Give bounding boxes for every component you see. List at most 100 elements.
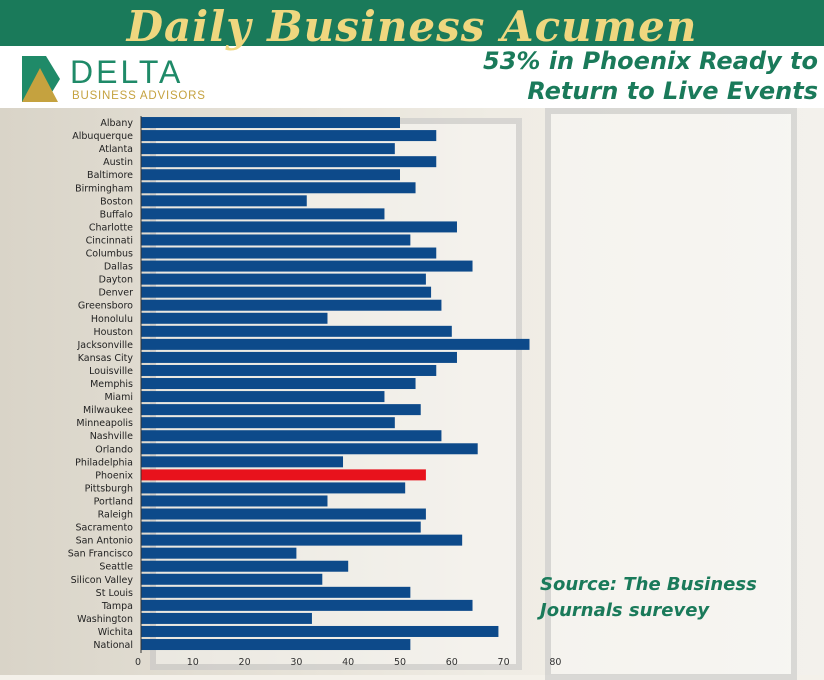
category-label-minneapolis: Minneapolis <box>76 418 133 429</box>
bar-columbus <box>141 247 437 259</box>
bar-charlotte <box>141 221 457 233</box>
bar-nashville <box>141 430 442 442</box>
bar-cincinnati <box>141 234 411 246</box>
banner-title: Daily Business Acumen <box>126 2 698 51</box>
category-label-denver: Denver <box>98 288 133 299</box>
category-label-raleigh: Raleigh <box>98 510 133 521</box>
category-label-dallas: Dallas <box>104 262 133 273</box>
category-label-atlanta: Atlanta <box>99 144 133 155</box>
category-label-cincinnati: Cincinnati <box>86 235 133 246</box>
category-label-jacksonville: Jacksonville <box>76 340 133 351</box>
bar-st-louis <box>141 586 411 598</box>
category-label-albuquerque: Albuquerque <box>72 131 133 142</box>
bar-albany <box>141 117 400 129</box>
category-label-national: National <box>93 640 133 651</box>
chart-category-labels: Albany Albuquerque Atlanta Austin Baltimore B… <box>68 118 134 651</box>
category-label-boston: Boston <box>100 196 133 207</box>
source-note: Source: The Business Journals surevey <box>540 572 810 624</box>
category-label-portland: Portland <box>94 496 133 507</box>
category-label-philadelphia: Philadelphia <box>75 457 133 468</box>
delta-logo: DELTA BUSINESS ADVISORS <box>18 52 218 106</box>
bar-memphis <box>141 378 416 390</box>
bar-atlanta <box>141 143 395 155</box>
category-label-greensboro: Greensboro <box>78 301 133 312</box>
category-label-phoenix: Phoenix <box>95 470 133 481</box>
bar-birmingham <box>141 182 416 194</box>
bar-silicon-valley <box>141 573 323 585</box>
x-tick-80: 80 <box>549 657 561 668</box>
category-label-nashville: Nashville <box>90 431 133 442</box>
x-tick-60: 60 <box>446 657 458 668</box>
category-label-tampa: Tampa <box>101 601 133 612</box>
category-label-birmingham: Birmingham <box>75 183 133 194</box>
x-tick-20: 20 <box>239 657 251 668</box>
bar-phoenix <box>141 469 426 481</box>
bar-raleigh <box>141 508 426 520</box>
category-label-sacramento: Sacramento <box>76 523 134 534</box>
bar-kansas-city <box>141 351 457 363</box>
source-line-1: Source: The Business <box>540 574 757 595</box>
category-label-baltimore: Baltimore <box>87 170 133 181</box>
top-bar <box>0 0 824 46</box>
category-label-seattle: Seattle <box>99 562 133 573</box>
category-label-buffalo: Buffalo <box>100 209 134 220</box>
chart-bars <box>141 117 530 651</box>
bar-san-francisco <box>141 547 297 559</box>
bar-minneapolis <box>141 417 395 429</box>
category-label-louisville: Louisville <box>89 366 133 377</box>
x-tick-70: 70 <box>498 657 510 668</box>
bar-denver <box>141 286 432 298</box>
category-label-silicon-valley: Silicon Valley <box>71 575 134 586</box>
category-label-columbus: Columbus <box>86 249 133 260</box>
bar-chart: Albany Albuquerque Atlanta Austin Baltimore B… <box>68 116 561 668</box>
bar-austin <box>141 156 437 168</box>
bar-san-antonio <box>141 534 463 546</box>
category-label-san-francisco: San Francisco <box>68 549 133 560</box>
bar-jacksonville <box>141 338 530 350</box>
category-label-washington: Washington <box>77 614 133 625</box>
x-tick-10: 10 <box>187 657 199 668</box>
category-label-milwaukee: Milwaukee <box>83 405 133 416</box>
category-label-austin: Austin <box>103 157 133 168</box>
logo-word: DELTA <box>70 54 184 90</box>
headline: 53% in Phoenix Ready to Return to Live E… <box>398 46 818 106</box>
bar-honolulu <box>141 312 328 324</box>
category-label-albany: Albany <box>100 118 133 129</box>
bar-baltimore <box>141 169 400 181</box>
chart-x-ticks: 0 10 20 30 40 50 60 70 80 <box>135 116 561 668</box>
source-line-2: Journals surevey <box>540 600 710 621</box>
x-tick-40: 40 <box>342 657 354 668</box>
header-area <box>0 46 824 108</box>
bar-louisville <box>141 364 437 376</box>
category-label-pittsburgh: Pittsburgh <box>85 483 133 494</box>
bar-dayton <box>141 273 426 285</box>
headline-line-2: Return to Live Events <box>527 77 818 105</box>
category-label-san-antonio: San Antonio <box>76 536 134 547</box>
category-label-miami: Miami <box>104 392 133 403</box>
bar-philadelphia <box>141 456 344 468</box>
bar-national <box>141 639 411 651</box>
bar-boston <box>141 195 307 207</box>
bar-dallas <box>141 260 473 272</box>
category-label-st-louis: St Louis <box>96 588 133 599</box>
bar-miami <box>141 391 385 403</box>
category-label-kansas-city: Kansas City <box>78 353 134 364</box>
bar-houston <box>141 325 452 337</box>
category-label-dayton: Dayton <box>99 275 133 286</box>
bar-portland <box>141 495 328 507</box>
delta-logo-icon <box>22 56 60 102</box>
x-tick-0: 0 <box>135 657 141 668</box>
bar-wichita <box>141 625 499 637</box>
bar-sacramento <box>141 521 421 533</box>
bar-pittsburgh <box>141 482 406 494</box>
category-label-houston: Houston <box>94 327 133 338</box>
bar-seattle <box>141 560 349 572</box>
bar-washington <box>141 612 312 624</box>
headline-line-1: 53% in Phoenix Ready to <box>483 47 818 75</box>
bar-albuquerque <box>141 130 437 142</box>
bar-greensboro <box>141 299 442 311</box>
category-label-orlando: Orlando <box>95 444 133 455</box>
logo-subtitle: BUSINESS ADVISORS <box>72 90 206 102</box>
bar-buffalo <box>141 208 385 220</box>
category-label-charlotte: Charlotte <box>89 222 133 233</box>
